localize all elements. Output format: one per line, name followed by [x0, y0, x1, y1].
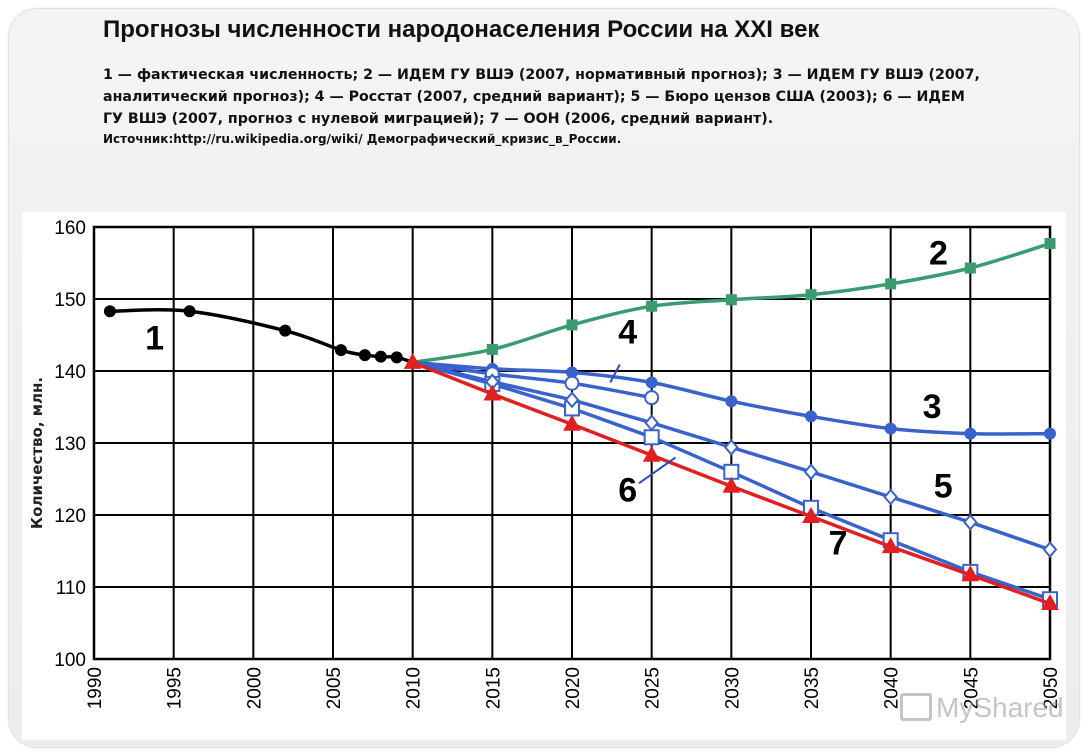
series-label-7: 7: [829, 525, 848, 563]
series-5-point: [963, 513, 978, 531]
series-7-point: [881, 537, 900, 554]
series-7-point: [483, 384, 502, 401]
series-1-point: [103, 305, 116, 318]
series-1-point: [358, 349, 371, 362]
x-tick-label: 2025: [643, 667, 664, 709]
series-4: [410, 360, 660, 406]
series-2-point: [885, 278, 897, 290]
series-2-point: [725, 294, 737, 306]
series-4-point: [644, 390, 660, 406]
y-axis-label: Количество, млн.: [28, 377, 46, 529]
presentation-icon: [900, 693, 932, 721]
x-tick-label: 2030: [722, 667, 743, 709]
x-tick-label: 2040: [882, 667, 903, 709]
series-1-point: [374, 350, 387, 363]
series-label-5: 5: [934, 468, 953, 506]
series-2-point: [964, 262, 976, 274]
watermark: MyShared: [900, 692, 1064, 724]
series-7-point: [722, 476, 741, 493]
series-1: [103, 305, 415, 365]
series-2: [410, 238, 1056, 365]
series-5: [410, 360, 1058, 559]
series-3-point: [725, 395, 738, 408]
series-2-point: [486, 343, 498, 355]
y-tick-labels: 100 110 120 130 140 150 160: [54, 218, 86, 671]
x-tick-label: 2045: [961, 667, 982, 709]
series-3-point: [1044, 427, 1056, 440]
series-label-6: 6: [618, 471, 637, 509]
leader-lines: [609, 364, 677, 485]
y-tick-label: 160: [54, 218, 86, 239]
series-label-3: 3: [923, 388, 942, 426]
series-5-point: [1042, 541, 1058, 559]
series-annotations: 1 2 3 4 5 6 7: [145, 234, 953, 562]
series-3-point: [645, 376, 658, 389]
series-7-point: [563, 414, 581, 431]
series-7-point: [802, 506, 820, 523]
series-3-point: [884, 422, 897, 435]
x-tick-label: 2000: [244, 667, 265, 709]
x-tick-label: 1990: [85, 667, 106, 709]
series-2-point: [646, 300, 658, 312]
series-2-point: [566, 319, 578, 331]
series-3-point: [964, 427, 977, 440]
series-7: [403, 352, 1059, 611]
series-5-point: [803, 463, 819, 481]
series-2-point: [1044, 238, 1056, 250]
x-tick-label: 2050: [1041, 667, 1062, 709]
series-6-point: [643, 429, 660, 446]
series-4-line: [410, 360, 654, 400]
series-3: [410, 360, 1056, 440]
y-tick-label: 120: [54, 506, 86, 527]
slide-title: Прогнозы численности народонаселения Рос…: [103, 16, 820, 43]
series-1-point: [183, 305, 196, 318]
series-1-point: [390, 351, 403, 364]
series-7-point: [403, 352, 422, 369]
x-tick-label: 2010: [404, 667, 425, 709]
series-7-point: [642, 445, 661, 462]
series-5-point: [883, 488, 898, 506]
population-chart: 100 110 120 130 140 150 160 1990 1995 2000 2005 201…: [28, 218, 1062, 709]
watermark-text: MyShared: [936, 692, 1064, 723]
x-tick-label: 2035: [802, 667, 823, 709]
series-1-point: [279, 324, 292, 337]
series-1-point: [334, 344, 347, 357]
series-3-point: [805, 410, 817, 423]
series-7-point: [961, 565, 980, 582]
x-tick-label: 2005: [324, 667, 345, 709]
x-tick-label: 2015: [483, 667, 504, 709]
y-tick-label: 110: [56, 578, 86, 599]
series-label-2: 2: [929, 234, 948, 272]
series-label-4: 4: [618, 314, 637, 352]
chart-panel: 100 110 120 130 140 150 160 1990 1995 2000 2005 201…: [22, 212, 1066, 740]
y-tick-label: 130: [54, 434, 86, 455]
series-2-point: [805, 289, 817, 301]
leader-line: [638, 456, 677, 485]
series-5-point: [644, 414, 659, 432]
plot-border: [92, 225, 1052, 661]
source-citation: Источник:http://ru.wikipedia.org/wiki/ Д…: [103, 132, 622, 146]
x-tick-labels: 1990 1995 2000 2005 2010 2015 2020 2025 2030 2035…: [85, 667, 1062, 709]
series-5-point: [724, 438, 739, 456]
y-tick-label: 140: [54, 362, 86, 383]
leader-line: [609, 364, 621, 383]
x-tick-label: 1995: [165, 667, 186, 709]
legend-description: 1 — фактическая численность; 2 — ИДЕМ ГУ…: [103, 67, 980, 127]
x-tick-label: 2020: [563, 667, 584, 709]
y-tick-label: 100: [54, 650, 86, 671]
series-4-point: [564, 375, 580, 391]
y-tick-label: 150: [54, 290, 86, 311]
series-5-point: [564, 391, 580, 409]
series-label-1: 1: [145, 319, 164, 357]
series-7-point: [1041, 594, 1059, 611]
